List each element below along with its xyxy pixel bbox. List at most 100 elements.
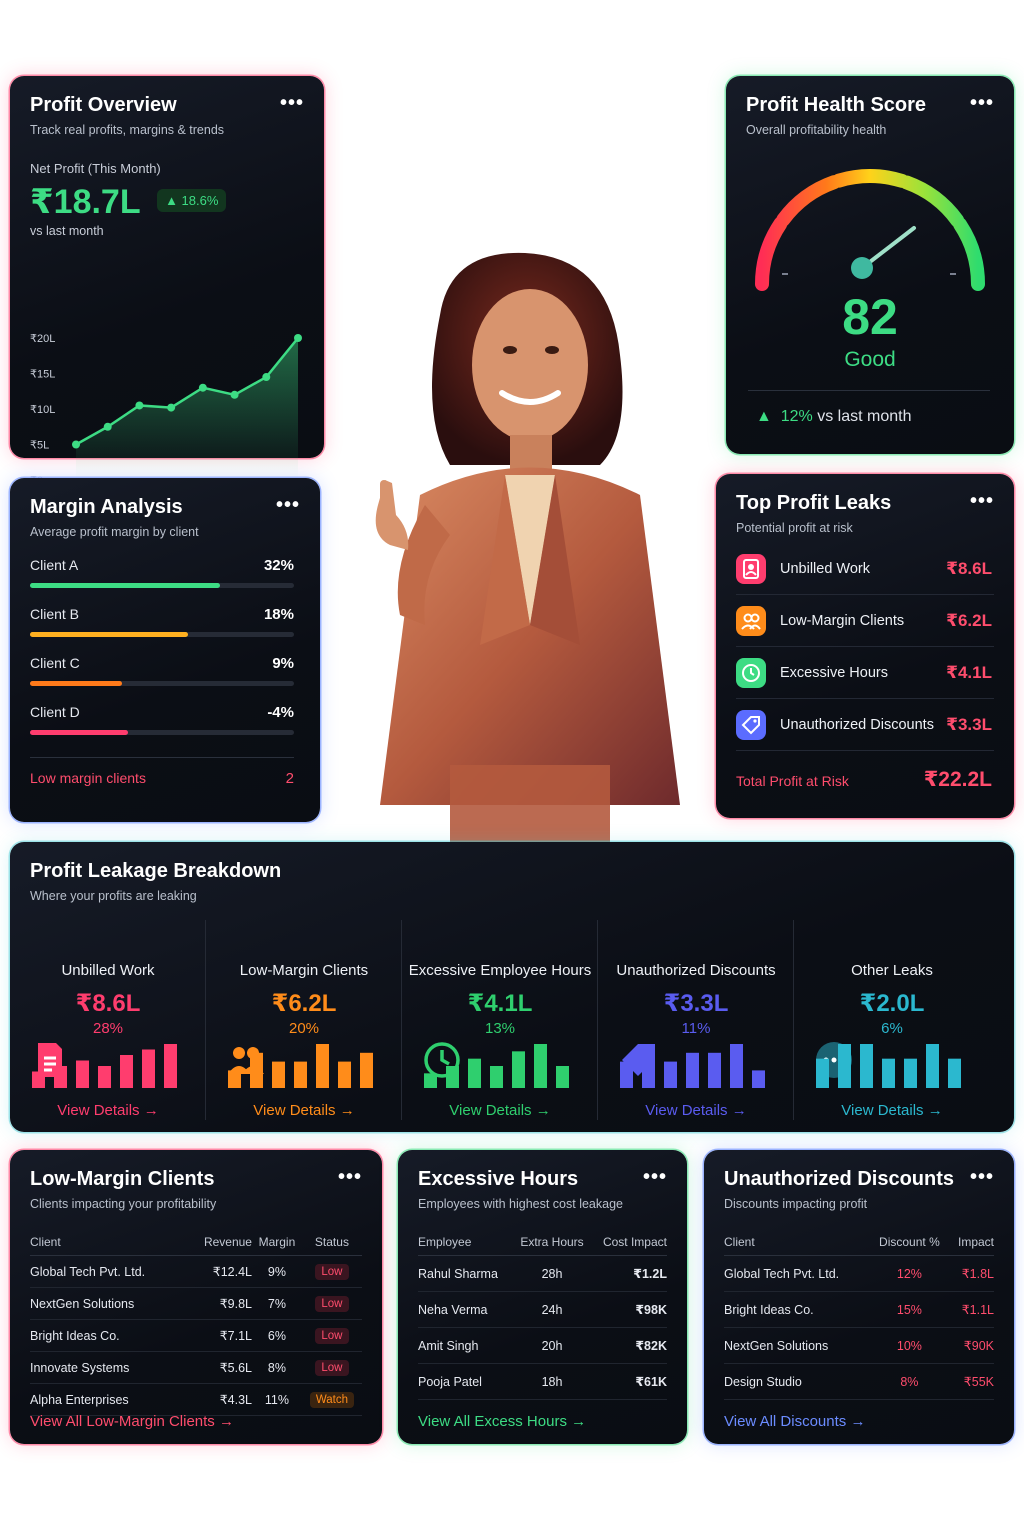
mini-bar	[272, 1061, 285, 1088]
client-name: Client A	[30, 557, 79, 573]
profit-overview-card: Profit Overview Track real profits, marg…	[10, 76, 324, 513]
mini-bar	[446, 1066, 459, 1088]
table-row[interactable]: Bright Ideas Co. ₹7.1L 6% Low	[30, 1319, 362, 1352]
more-menu-icon[interactable]: •••	[337, 1166, 362, 1188]
leak-share: 11%	[681, 1020, 711, 1037]
more-menu-icon[interactable]: •••	[279, 92, 304, 114]
table-cell: ₹9.8L	[186, 1287, 252, 1320]
low-margin-footer[interactable]: Low margin clients 2	[30, 770, 300, 787]
table-cell: Bright Ideas Co.	[724, 1291, 871, 1328]
mini-bar	[926, 1044, 939, 1088]
y-tick-label: ₹20L	[30, 333, 55, 345]
margin-bar-track	[30, 730, 294, 735]
table-row[interactable]: Amit Singh 20h ₹82K	[418, 1327, 667, 1364]
mini-bar	[250, 1052, 263, 1088]
mini-bar	[120, 1055, 133, 1088]
column-header: Impact	[948, 1229, 994, 1256]
leak-category: Other Leaks	[851, 962, 933, 979]
status-badge: Low	[315, 1295, 349, 1312]
table-cell: ₹98K	[590, 1291, 667, 1328]
table-row[interactable]: Design Studio 8% ₹55K	[724, 1363, 994, 1400]
table-row[interactable]: Neha Verma 24h ₹98K	[418, 1291, 667, 1328]
table-row[interactable]: Bright Ideas Co. 15% ₹1.1L	[724, 1291, 994, 1328]
margin-analysis-card: Margin Analysis Average profit margin by…	[10, 478, 320, 822]
table-cell: 20h	[513, 1327, 591, 1364]
view-details-link[interactable]: View Details →	[841, 1102, 943, 1119]
view-all-low-margin-link[interactable]: View All Low-Margin Clients →	[30, 1413, 234, 1430]
card-subtitle: Track real profits, margins & trends	[30, 123, 225, 137]
profit-line	[75, 337, 299, 446]
clock-icon	[736, 657, 766, 688]
mini-bar	[338, 1061, 351, 1088]
table-cell: Rahul Sharma	[418, 1255, 514, 1292]
excessive-hours-table: Employee Extra Hours Cost Impact Rahul S…	[418, 1229, 667, 1400]
up-triangle-icon: ▲	[756, 408, 772, 425]
more-menu-icon[interactable]: •••	[275, 494, 300, 516]
more-menu-icon[interactable]: •••	[969, 1166, 994, 1188]
leak-row[interactable]: Excessive Hours ₹4.1L	[736, 647, 994, 699]
table-cell: Bright Ideas Co.	[30, 1319, 187, 1352]
card-title: Profit Overview	[30, 94, 177, 116]
mini-bar	[228, 1070, 241, 1088]
table-row[interactable]: NextGen Solutions 10% ₹90K	[724, 1327, 994, 1364]
view-all-discounts-link[interactable]: View All Discounts →	[724, 1413, 866, 1430]
margin-bar-fill	[30, 730, 128, 735]
card-subtitle: Potential profit at risk	[736, 521, 853, 535]
mini-bar	[948, 1058, 961, 1088]
card-subtitle: Average profit margin by client	[30, 525, 199, 539]
column-header: Extra Hours	[513, 1229, 591, 1256]
data-point	[135, 401, 144, 410]
data-point	[167, 403, 176, 412]
table-cell: 7%	[251, 1287, 302, 1320]
leak-row[interactable]: Low-Margin Clients ₹6.2L	[736, 595, 994, 647]
status-badge: Watch	[309, 1391, 355, 1408]
leakage-column: Excessive Employee Hours ₹4.1L 13% View Det…	[402, 912, 598, 1122]
more-menu-icon[interactable]: •••	[969, 92, 994, 114]
discounts-table: Client Discount % Impact Global Tech Pvt…	[724, 1229, 994, 1400]
client-name: Client D	[30, 704, 80, 720]
table-cell: ₹82K	[590, 1327, 667, 1364]
card-title: Profit Health Score	[746, 94, 927, 116]
table-cell: Low	[301, 1319, 362, 1352]
view-details-link[interactable]: View Details →	[253, 1102, 355, 1119]
table-cell: 24h	[513, 1291, 591, 1328]
leak-row[interactable]: Unbilled Work ₹8.6L	[736, 543, 994, 595]
table-cell: Low	[301, 1287, 362, 1320]
margin-bar-track	[30, 583, 294, 588]
mini-bar	[904, 1058, 917, 1088]
leak-amount: ₹8.6L	[75, 990, 141, 1017]
presenter-illustration	[375, 252, 680, 845]
data-point	[72, 440, 80, 449]
table-row[interactable]: NextGen Solutions ₹9.8L 7% Low	[30, 1287, 362, 1320]
tag-icon	[736, 709, 766, 740]
margin-bar-fill	[30, 681, 123, 686]
leak-name: Low-Margin Clients	[780, 612, 905, 629]
table-row[interactable]: Alpha Enterprises ₹4.3L 11% Watch	[30, 1383, 362, 1416]
more-menu-icon[interactable]: •••	[969, 490, 994, 512]
card-title: Margin Analysis	[30, 496, 183, 518]
leak-row[interactable]: Unauthorized Discounts ₹3.3L	[736, 699, 994, 751]
view-details-link[interactable]: View Details →	[449, 1102, 551, 1119]
view-all-excess-hours-link[interactable]: View All Excess Hours →	[418, 1413, 587, 1430]
table-row[interactable]: Rahul Sharma 28h ₹1.2L	[418, 1255, 667, 1292]
mini-bar	[316, 1044, 329, 1088]
table-row[interactable]: Innovate Systems ₹5.6L 8% Low	[30, 1351, 362, 1384]
profit-leakage-breakdown-card: Profit Leakage Breakdown Where your prof…	[10, 842, 1014, 1132]
mini-bar-chart	[816, 1044, 961, 1088]
view-details-link[interactable]: View Details →	[57, 1102, 159, 1119]
table-row[interactable]: Global Tech Pvt. Ltd. 12% ₹1.8L	[724, 1255, 994, 1292]
change-badge: ▲ 18.6%	[157, 189, 227, 212]
table-cell: ₹61K	[590, 1363, 667, 1400]
users-icon	[228, 912, 324, 1074]
table-cell: ₹55K	[948, 1363, 994, 1400]
view-details-link[interactable]: View Details →	[645, 1102, 747, 1119]
table-cell: Neha Verma	[418, 1291, 514, 1328]
card-title: Top Profit Leaks	[736, 492, 892, 514]
more-menu-icon[interactable]: •••	[642, 1166, 667, 1188]
table-cell: ₹5.6L	[186, 1351, 252, 1384]
mini-bar	[490, 1066, 503, 1088]
table-row[interactable]: Global Tech Pvt. Ltd. ₹12.4L 9% Low	[30, 1255, 362, 1288]
table-row[interactable]: Pooja Patel 18h ₹61K	[418, 1363, 667, 1400]
excessive-hours-card: Excessive Hours Employees with highest c…	[398, 1150, 687, 1444]
mini-bar	[142, 1049, 155, 1088]
